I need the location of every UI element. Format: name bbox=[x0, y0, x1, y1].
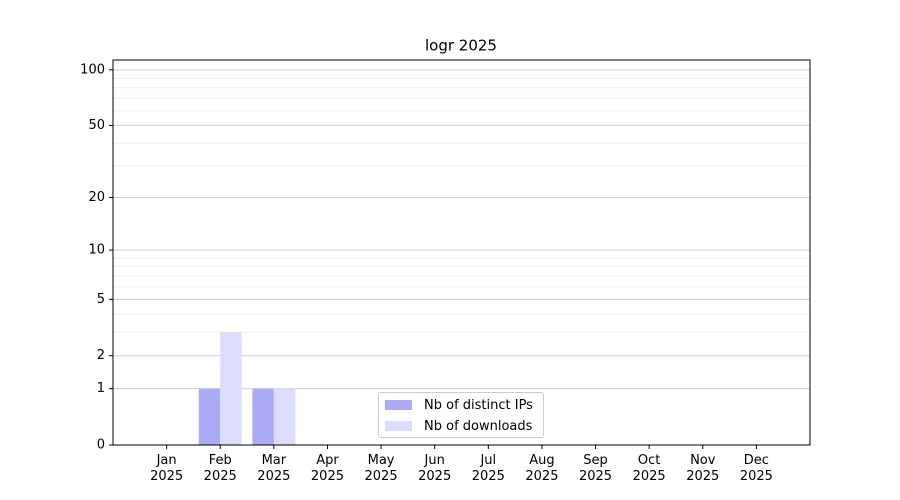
x-tick-label: Dec 2025 bbox=[739, 453, 773, 484]
legend-swatch bbox=[385, 421, 412, 431]
bar bbox=[198, 388, 221, 445]
legend: Nb of distinct IPs Nb of downloads bbox=[378, 392, 544, 438]
legend-item: Nb of distinct IPs bbox=[385, 395, 533, 415]
legend-item: Nb of downloads bbox=[385, 416, 532, 436]
x-tick-label: Feb 2025 bbox=[203, 453, 237, 484]
y-tick-label: 0 bbox=[97, 438, 105, 453]
legend-label: Nb of downloads bbox=[424, 418, 533, 434]
bar bbox=[252, 388, 274, 445]
x-tick-label: Nov 2025 bbox=[686, 453, 720, 484]
legend-label: Nb of distinct IPs bbox=[424, 397, 533, 413]
y-tick-label: 1 bbox=[97, 381, 105, 396]
chart-title: logr 2025 bbox=[425, 37, 497, 55]
bar bbox=[273, 388, 296, 445]
x-tick-label: Oct 2025 bbox=[632, 453, 666, 484]
x-tick-label: Jul 2025 bbox=[471, 453, 505, 484]
x-tick-label: Jun 2025 bbox=[418, 453, 452, 484]
y-tick-label: 2 bbox=[97, 348, 105, 363]
y-tick-label: 100 bbox=[80, 62, 105, 77]
y-tick-label: 20 bbox=[88, 190, 105, 205]
x-tick-label: Jan 2025 bbox=[150, 453, 184, 484]
y-tick-label: 10 bbox=[88, 243, 105, 258]
x-tick-label: May 2025 bbox=[364, 453, 398, 484]
y-tick-label: 5 bbox=[97, 292, 105, 307]
plot-frame bbox=[112, 59, 811, 446]
y-tick-label: 50 bbox=[88, 118, 105, 133]
x-tick-label: Aug 2025 bbox=[525, 453, 559, 484]
bar bbox=[220, 332, 242, 445]
x-tick-label: Apr 2025 bbox=[310, 453, 344, 484]
legend-swatch bbox=[385, 400, 412, 410]
x-tick-label: Mar 2025 bbox=[257, 453, 291, 484]
x-tick-label: Sep 2025 bbox=[578, 453, 613, 484]
